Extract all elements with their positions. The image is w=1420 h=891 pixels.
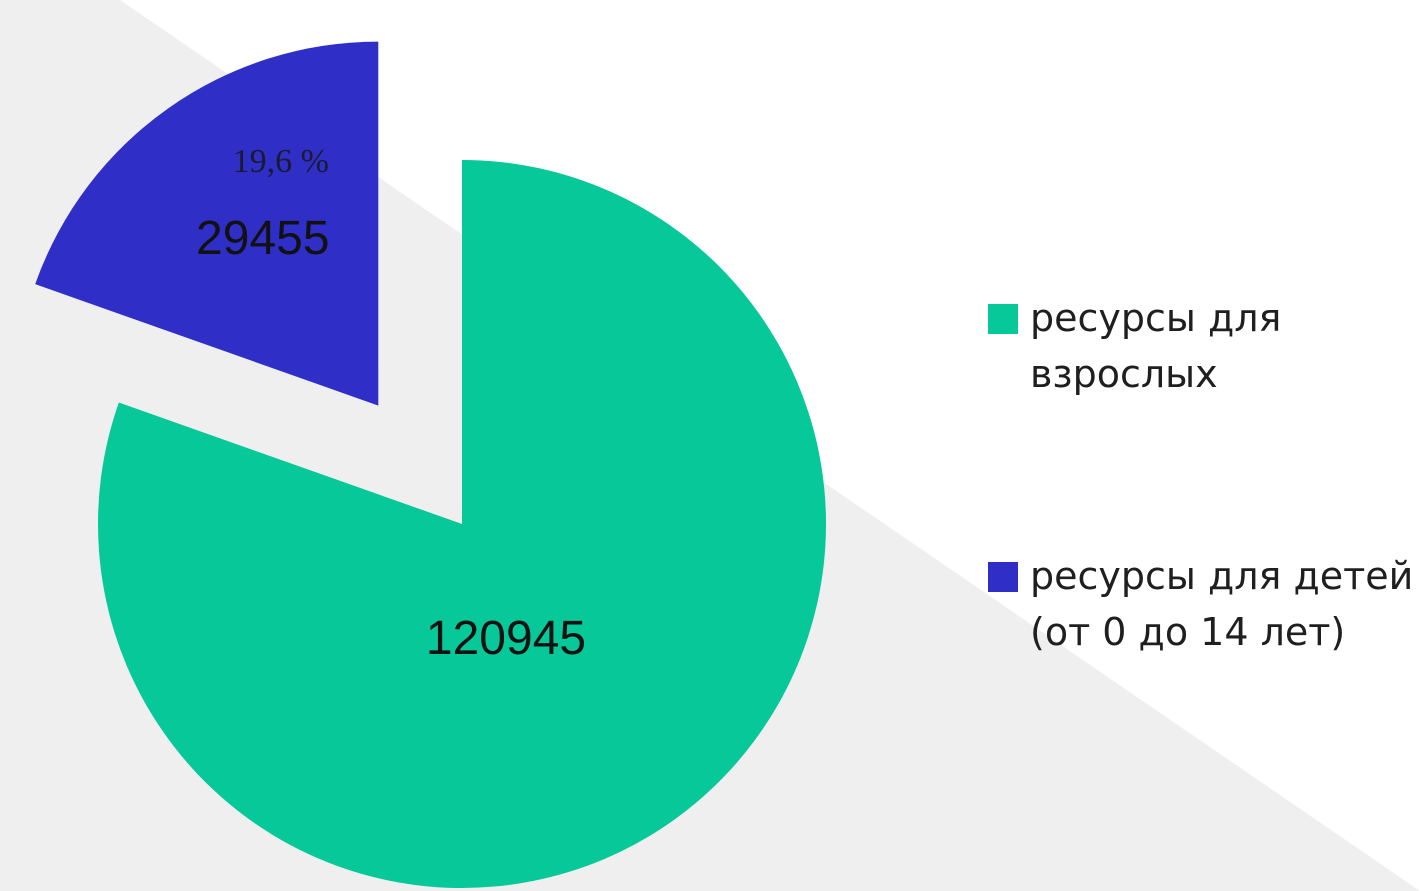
legend: ресурсы для взрослых ресурсы для детей (… <box>988 290 1418 660</box>
pie-slice-adults[interactable] <box>98 159 827 889</box>
legend-item-adults[interactable]: ресурсы для взрослых <box>988 290 1418 402</box>
legend-label-children-line1: ресурсы для детей <box>1030 554 1414 598</box>
legend-label-adults-line2: взрослых <box>1030 352 1218 396</box>
pie-slice-children[interactable] <box>35 41 379 406</box>
slice-value-label-adults: 120945 <box>426 612 586 665</box>
legend-label-adults-line1: ресурсы для <box>1030 296 1282 340</box>
legend-label-children-line2: (от 0 до 14 лет) <box>1030 610 1346 654</box>
slice-percent-label-children: 19,6 % <box>233 143 329 180</box>
legend-swatch-children <box>988 562 1018 592</box>
legend-swatch-adults <box>988 304 1018 334</box>
legend-item-children[interactable]: ресурсы для детей (от 0 до 14 лет) <box>988 548 1418 660</box>
slice-value-label-children: 29455 <box>196 212 329 265</box>
